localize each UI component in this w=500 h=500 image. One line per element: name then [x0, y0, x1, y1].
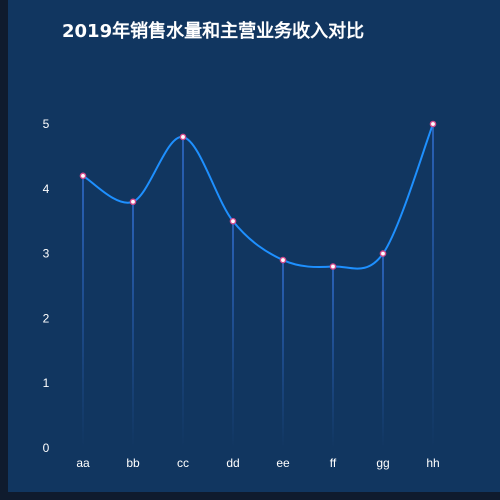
- y-tick-label: 0: [43, 441, 50, 455]
- drop-line: [432, 124, 434, 448]
- x-tick-label: dd: [226, 456, 239, 470]
- drop-line: [82, 175, 84, 448]
- data-point: [429, 120, 437, 128]
- y-tick-label: 5: [43, 117, 50, 131]
- drop-line: [332, 266, 334, 448]
- series-line: [82, 123, 434, 270]
- y-tick-label: 1: [43, 376, 50, 390]
- x-tick-label: ff: [330, 456, 337, 470]
- data-point: [79, 172, 87, 180]
- y-tick-label: 4: [43, 182, 50, 196]
- drop-line: [232, 221, 234, 448]
- x-tick-label: gg: [376, 456, 389, 470]
- data-point: [329, 263, 337, 270]
- x-tick-label: cc: [177, 456, 189, 470]
- data-point: [179, 133, 187, 141]
- x-tick-label: hh: [426, 456, 439, 470]
- x-tick-label: bb: [126, 456, 140, 470]
- drop-line: [132, 201, 134, 448]
- drop-line: [282, 260, 284, 448]
- data-point: [379, 250, 387, 257]
- y-tick-label: 3: [43, 247, 50, 261]
- drop-line: [382, 253, 384, 448]
- data-point: [129, 198, 137, 206]
- chart-title: 2019年销售水量和主营业务收入对比: [62, 21, 365, 42]
- y-tick-label: 2: [43, 311, 50, 325]
- x-tick-label: aa: [76, 456, 90, 470]
- drop-line: [182, 136, 184, 448]
- data-point: [279, 256, 287, 264]
- chart-panel: [8, 0, 500, 492]
- x-tick-label: ee: [276, 456, 290, 470]
- data-point: [229, 217, 237, 225]
